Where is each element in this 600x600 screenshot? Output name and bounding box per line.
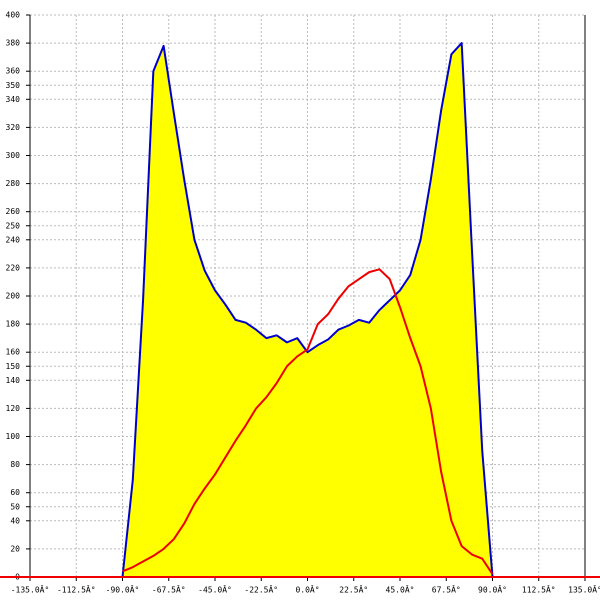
area (122, 43, 493, 578)
y-tick-label: 60 (10, 488, 20, 497)
x-tick-label: -112.5Â° (57, 584, 96, 595)
y-tick-label: 360 (6, 67, 21, 76)
line (122, 268, 494, 575)
line (121, 42, 494, 578)
y-tick-label: 40 (10, 516, 20, 525)
y-tick-label: 100 (6, 432, 21, 441)
y-tick-label: 350 (6, 81, 21, 90)
y-tick-label: 380 (6, 39, 21, 48)
x-tick-label: 45.0Â° (386, 584, 415, 595)
x-tick-label: -135.0Â° (11, 584, 50, 595)
x-tick-label: 135.0Â° (568, 584, 600, 595)
y-tick-label: 20 (10, 544, 20, 553)
y-tick-label: 280 (6, 179, 21, 188)
y-tick-label: 80 (10, 460, 20, 469)
x-tick-label: -45.0Â° (198, 584, 232, 595)
x-tick-label: 22.5Â° (339, 584, 368, 595)
y-tick-label: 140 (6, 376, 21, 385)
x-tick-label: -90.0Â° (106, 584, 140, 595)
y-tick-label: 300 (6, 151, 21, 160)
y-tick-label: 160 (6, 348, 21, 357)
x-tick-label: 0.0Â° (295, 584, 319, 595)
y-tick-label: 400 (6, 11, 21, 20)
x-tick-label: 90.0Â° (478, 584, 507, 595)
x-tick-label: -67.5Â° (152, 584, 186, 595)
y-tick-label: 320 (6, 123, 21, 132)
y-tick-label: 150 (6, 362, 21, 371)
y-tick-label: 340 (6, 95, 21, 104)
y-tick-label: 50 (10, 502, 20, 511)
y-tick-label: 240 (6, 235, 21, 244)
x-tick-label: 112.5Â° (522, 584, 556, 595)
x-tick-label: -22.5Â° (244, 584, 278, 595)
y-tick-label: 220 (6, 263, 21, 272)
y-tick-label: 180 (6, 320, 21, 329)
y-tick-label: 120 (6, 404, 21, 413)
x-tick-label: 67.5Â° (432, 584, 461, 595)
y-tick-label: 200 (6, 292, 21, 301)
y-tick-label: 260 (6, 207, 21, 216)
y-tick-label: 250 (6, 221, 21, 230)
